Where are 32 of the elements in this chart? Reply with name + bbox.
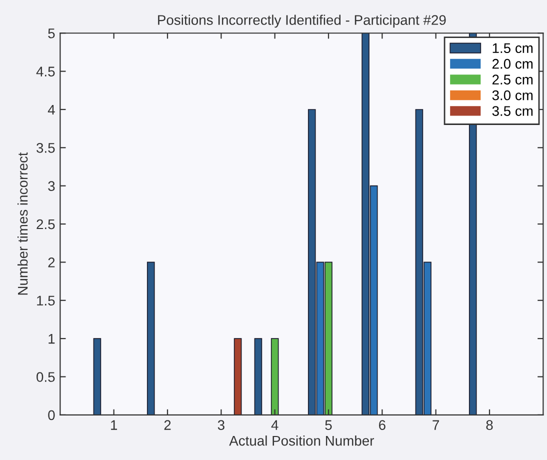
legend-label: 2.5 cm — [492, 74, 533, 84]
y-tick-label: 3.5 — [36, 142, 55, 153]
y-tick-label: 2 — [48, 258, 55, 268]
x-tick-label: 1 — [111, 420, 118, 430]
y-tick-label: 4.5 — [36, 66, 55, 76]
bar — [146, 262, 155, 415]
x-axis-title: Actual Position Number — [229, 436, 374, 446]
x-tick-label: 6 — [379, 420, 386, 430]
y-tick-label: 1.5 — [37, 296, 55, 306]
y-tick-label: 0.5 — [36, 372, 55, 382]
bar — [270, 338, 279, 415]
y-tick-label: 3 — [48, 181, 55, 192]
x-tick-label: 7 — [432, 420, 440, 430]
legend-label: 2.0 cm — [492, 58, 533, 69]
y-tick-label: 4 — [48, 104, 55, 115]
legend-label: 1.5 cm — [492, 43, 533, 54]
x-tick-label: 2 — [164, 420, 171, 430]
y-tick-label: 0 — [48, 410, 55, 420]
legend-label: 3.5 cm — [492, 106, 533, 116]
chart-title: Positions Incorrectly Identified - Participant #29 — [158, 14, 446, 28]
y-tick-label: 1 — [48, 334, 55, 344]
legend-label: 3.0 cm — [492, 90, 533, 100]
bar — [234, 338, 242, 415]
y-axis-title: Number times incorrect — [18, 152, 28, 295]
x-tick-label: 4 — [271, 420, 278, 430]
bar — [93, 338, 102, 415]
x-tick-label: 3 — [218, 420, 224, 430]
x-tick-label: 8 — [486, 420, 493, 430]
y-tick-label: 5 — [48, 28, 55, 38]
x-tick-label: 5 — [325, 420, 332, 430]
y-tick-label: 2.5 — [36, 219, 55, 230]
bar — [254, 338, 262, 415]
